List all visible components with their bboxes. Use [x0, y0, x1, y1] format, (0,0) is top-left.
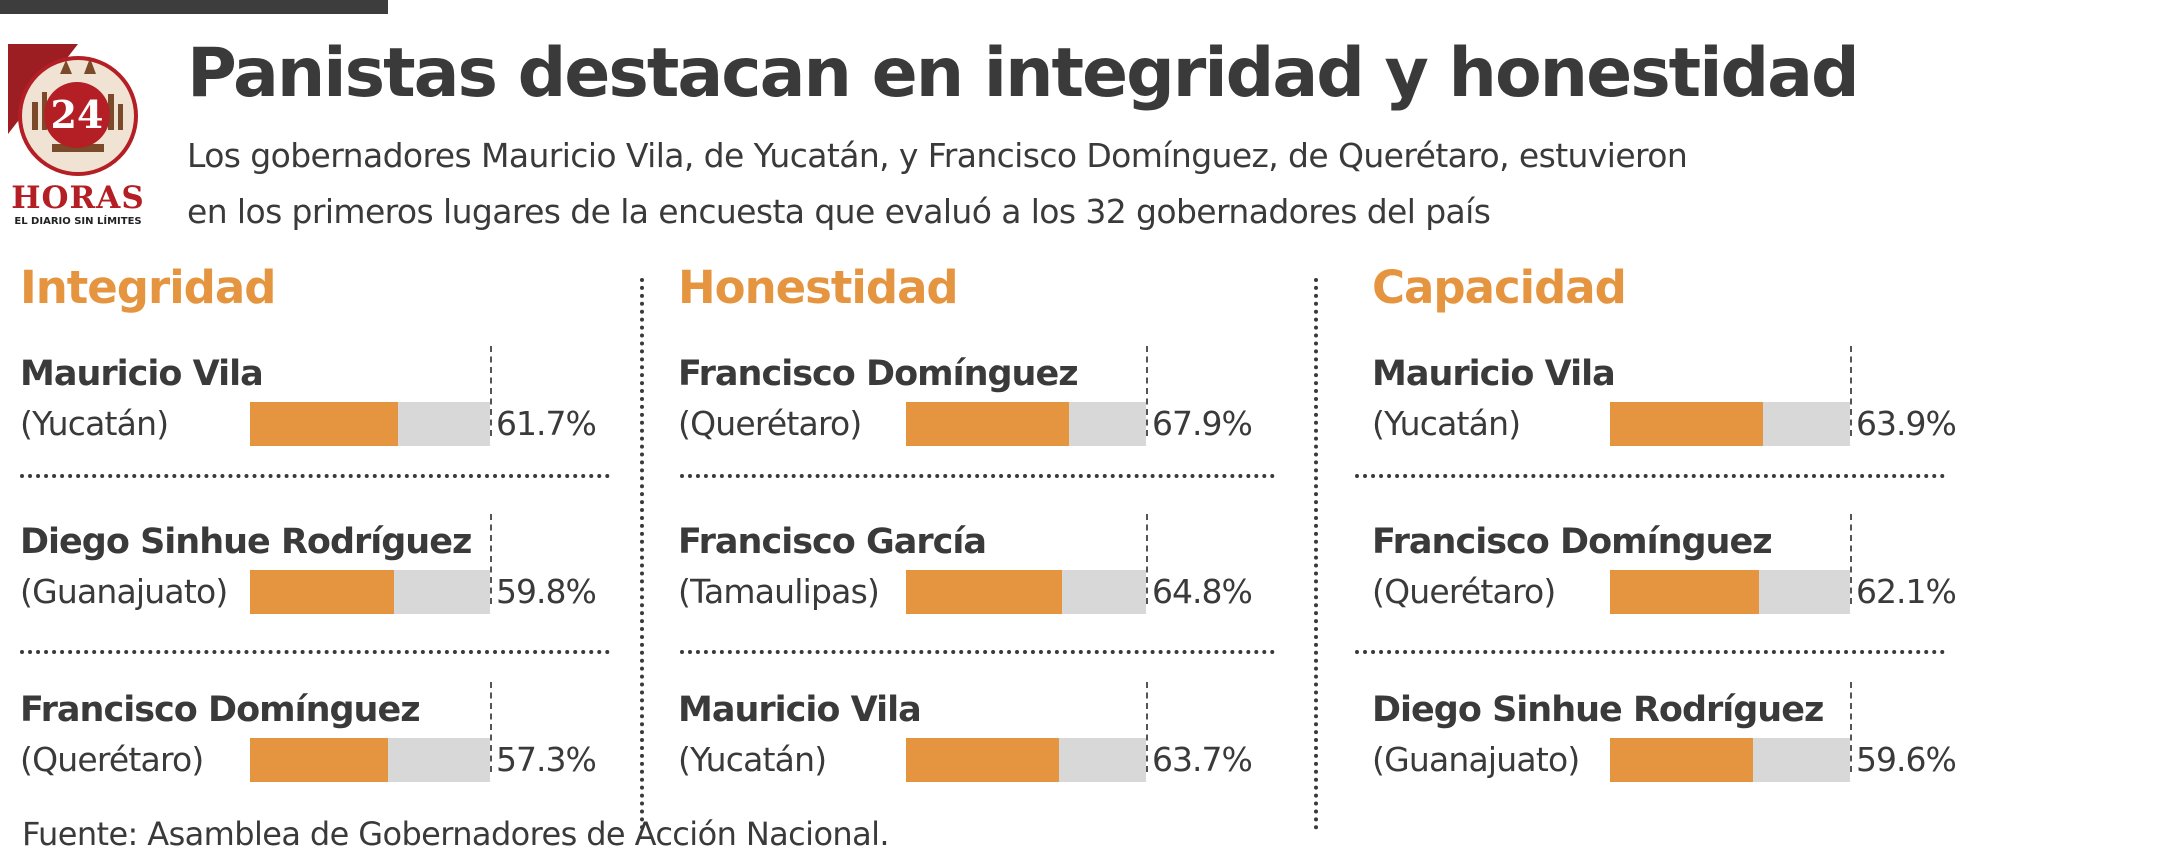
- bar-value-label: 67.9%: [1152, 404, 1253, 443]
- bar-track: [1610, 570, 1850, 614]
- bar-value-label: 61.7%: [496, 404, 597, 443]
- row-separator: [1355, 650, 1945, 654]
- bar-fill: [1610, 402, 1764, 446]
- bar-reference-line: [490, 682, 492, 772]
- page-subtitle: Los gobernadores Mauricio Vila, de Yucat…: [187, 128, 1887, 240]
- bar-fill: [250, 738, 388, 782]
- bar-track: [250, 402, 490, 446]
- governor-state: (Guanajuato): [1372, 740, 1580, 779]
- bar-value-label: 64.8%: [1152, 572, 1253, 611]
- column-separator: [640, 278, 644, 830]
- bar-reference-line: [1850, 682, 1852, 772]
- bar-value-label: 63.7%: [1152, 740, 1253, 779]
- bar-track: [906, 738, 1146, 782]
- governor-state: (Yucatán): [20, 404, 169, 443]
- section-title-capacidad: Capacidad: [1372, 261, 1627, 314]
- row-separator: [20, 474, 610, 478]
- newspaper-logo: 24 HORAS EL DIARIO SIN LÍMITES: [8, 44, 148, 240]
- bar-value-label: 59.8%: [496, 572, 597, 611]
- bar-value-label: 57.3%: [496, 740, 597, 779]
- bar-fill: [906, 738, 1059, 782]
- bar-reference-line: [1850, 514, 1852, 604]
- top-accent-bar: [0, 0, 388, 14]
- section-title-honestidad: Honestidad: [678, 261, 959, 314]
- page-title: Panistas destacan en integridad y honest…: [187, 34, 1860, 113]
- governor-state: (Querétaro): [678, 404, 862, 443]
- bar-reference-line: [1850, 346, 1852, 436]
- bar-value-label: 59.6%: [1856, 740, 1957, 779]
- governor-state: (Guanajuato): [20, 572, 228, 611]
- bar-fill: [250, 570, 394, 614]
- bar-fill: [906, 402, 1069, 446]
- governor-name: Francisco Domínguez: [20, 690, 421, 730]
- bar-fill: [1610, 570, 1760, 614]
- bar-track: [906, 570, 1146, 614]
- logo-number: 24: [44, 82, 110, 148]
- bar-value-label: 62.1%: [1856, 572, 1957, 611]
- governor-state: (Yucatán): [1372, 404, 1521, 443]
- row-separator: [680, 474, 1275, 478]
- bar-track: [250, 738, 490, 782]
- bar-reference-line: [1146, 682, 1148, 772]
- bar-reference-line: [1146, 514, 1148, 604]
- bar-reference-line: [490, 346, 492, 436]
- governor-name: Francisco Domínguez: [1372, 522, 1773, 562]
- row-separator: [680, 650, 1275, 654]
- bar-track: [1610, 738, 1850, 782]
- row-separator: [20, 650, 610, 654]
- governor-name: Francisco García: [678, 522, 987, 562]
- bar-fill: [1610, 738, 1754, 782]
- row-separator: [1355, 474, 1945, 478]
- governor-name: Diego Sinhue Rodríguez: [20, 522, 472, 562]
- governor-name: Mauricio Vila: [678, 690, 922, 730]
- bar-track: [250, 570, 490, 614]
- source-note: Fuente: Asamblea de Gobernadores de Acci…: [22, 815, 890, 853]
- subtitle-line-2: en los primeros lugares de la encuesta q…: [187, 192, 1491, 231]
- bar-reference-line: [1146, 346, 1148, 436]
- bar-value-label: 63.9%: [1856, 404, 1957, 443]
- governor-state: (Querétaro): [1372, 572, 1556, 611]
- bar-track: [1610, 402, 1850, 446]
- bar-fill: [250, 402, 399, 446]
- governor-name: Francisco Domínguez: [678, 354, 1079, 394]
- logo-wordmark: HORAS: [11, 180, 145, 216]
- bar-track: [906, 402, 1146, 446]
- bar-reference-line: [490, 514, 492, 604]
- column-separator: [1314, 278, 1318, 830]
- logo-tagline: EL DIARIO SIN LÍMITES: [14, 216, 142, 227]
- governor-name: Diego Sinhue Rodríguez: [1372, 690, 1824, 730]
- governor-name: Mauricio Vila: [1372, 354, 1616, 394]
- governor-name: Mauricio Vila: [20, 354, 264, 394]
- governor-state: (Querétaro): [20, 740, 204, 779]
- section-title-integridad: Integridad: [20, 261, 276, 314]
- governor-state: (Tamaulipas): [678, 572, 880, 611]
- bar-fill: [906, 570, 1062, 614]
- governor-state: (Yucatán): [678, 740, 827, 779]
- subtitle-line-1: Los gobernadores Mauricio Vila, de Yucat…: [187, 136, 1688, 175]
